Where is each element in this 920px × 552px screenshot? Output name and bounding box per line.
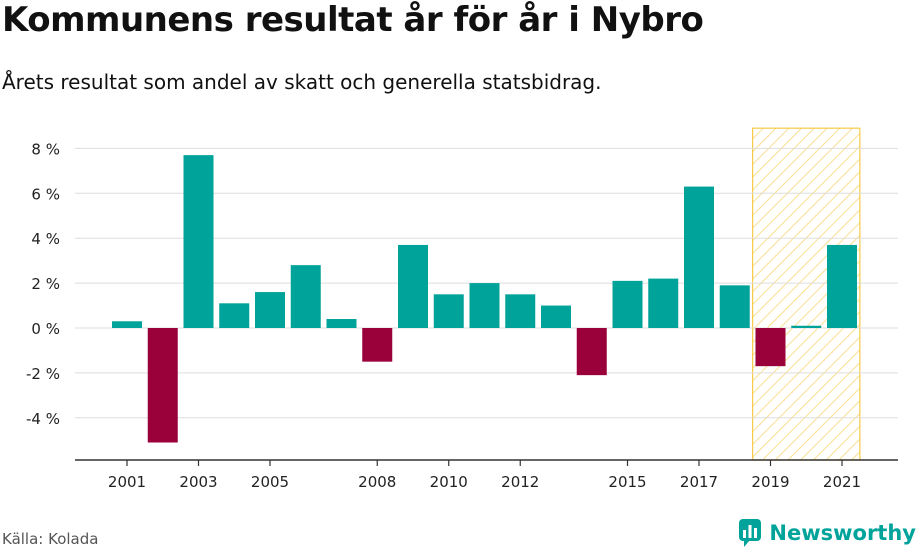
x-tick-label: 2010	[430, 473, 468, 491]
y-tick-label: -2 %	[26, 365, 60, 383]
bar-2019	[755, 328, 786, 367]
x-tick-label: 2019	[751, 473, 789, 491]
bar-2011	[469, 283, 500, 328]
x-tick-label: 2017	[680, 473, 718, 491]
bar-2017	[684, 186, 714, 328]
x-tick-label: 2005	[251, 473, 289, 491]
bar-2003	[183, 155, 214, 328]
bar-2005	[255, 292, 285, 328]
bar-2002	[147, 328, 178, 443]
bar-2010	[433, 294, 464, 328]
y-tick-label: 6 %	[31, 185, 60, 203]
bar-2015	[612, 280, 643, 328]
bar-2006	[290, 265, 321, 328]
bar-2013	[541, 305, 571, 328]
x-tick-label: 2012	[501, 473, 539, 491]
bar-2008	[362, 328, 393, 362]
x-tick-label: 2001	[108, 473, 146, 491]
bar-2004	[219, 303, 250, 328]
bar-2020	[791, 325, 822, 328]
chart-title: Kommunens resultat år för år i Nybro	[2, 0, 704, 40]
bar-2001	[112, 321, 142, 328]
brand-name: Newsworthy	[769, 521, 916, 545]
bar-2016	[648, 278, 679, 328]
y-tick-label: 0 %	[31, 320, 60, 338]
bar-2021	[827, 244, 857, 328]
newsworthy-logo: Newsworthy	[738, 518, 916, 548]
bar-2012	[505, 294, 536, 328]
y-tick-label: 8 %	[31, 140, 60, 158]
newsworthy-logo-icon	[739, 519, 762, 547]
x-tick-label: 2021	[823, 473, 861, 491]
y-tick-label: 4 %	[31, 230, 60, 248]
y-tick-label: -4 %	[26, 410, 60, 428]
x-tick-label: 2015	[608, 473, 646, 491]
bar-2018	[719, 285, 750, 328]
bar-2014	[576, 328, 607, 376]
source-note: Källa: Kolada	[2, 530, 99, 548]
chart-subtitle: Årets resultat som andel av skatt och ge…	[2, 70, 602, 94]
x-tick-label: 2008	[358, 473, 396, 491]
x-tick-label: 2003	[179, 473, 217, 491]
y-tick-label: 2 %	[31, 275, 60, 293]
bar-2007	[326, 319, 357, 328]
bar-2009	[398, 244, 428, 328]
